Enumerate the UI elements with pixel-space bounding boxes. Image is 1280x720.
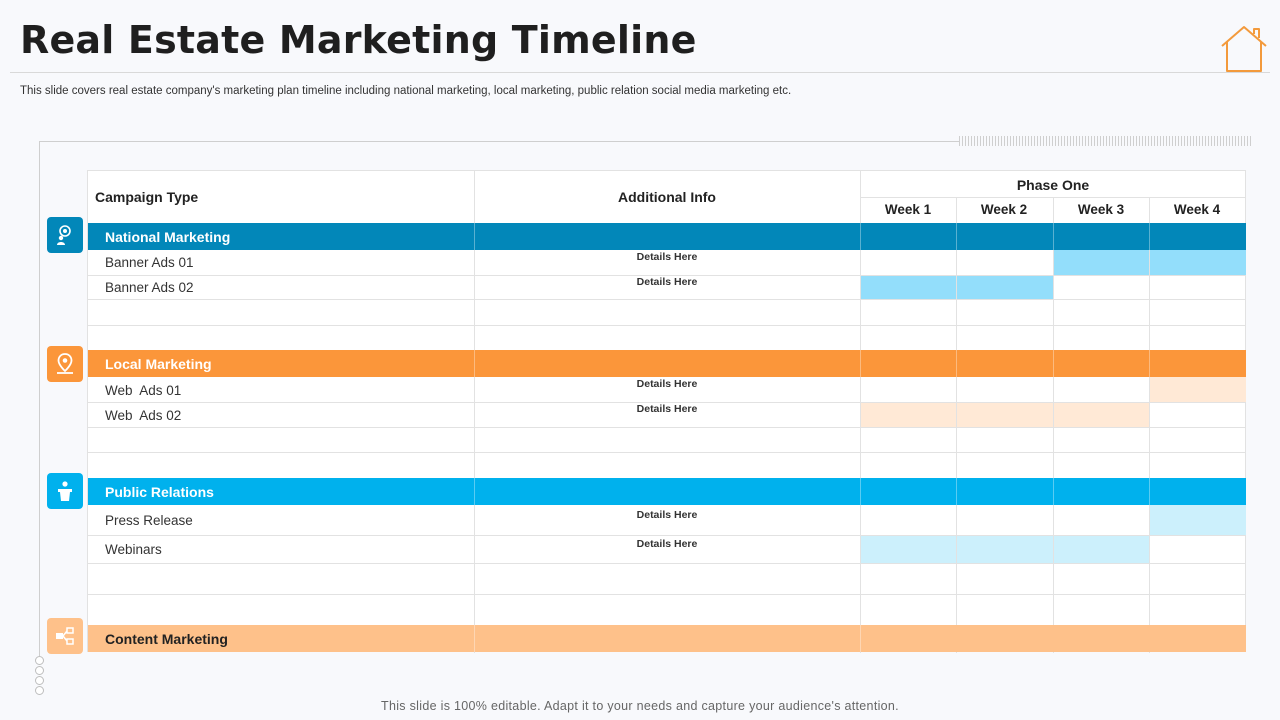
row-line <box>88 594 1246 595</box>
gantt-fill-week-2 <box>957 402 1053 427</box>
band-divider <box>474 478 475 505</box>
row-line <box>88 402 1246 403</box>
column-line <box>1149 197 1150 653</box>
row-line <box>88 452 1246 453</box>
slide-description: This slide covers real estate company's … <box>20 85 792 97</box>
national-marketing-icon-box <box>47 217 83 253</box>
details-text: Details Here <box>636 538 698 550</box>
column-line <box>474 171 475 653</box>
column-line <box>860 171 861 653</box>
campaign-item: Banner Ads 01 <box>105 255 194 270</box>
header-phase: Phase One <box>1016 177 1090 193</box>
hatch-decoration <box>959 136 1252 146</box>
band-divider <box>474 223 475 250</box>
map-pin-icon <box>57 353 73 374</box>
band-divider <box>1053 350 1054 377</box>
section-label: Local Marketing <box>105 356 212 372</box>
row-line <box>88 275 1246 276</box>
band-divider <box>860 223 861 250</box>
frame-dot <box>35 686 44 695</box>
campaign-item: Press Release <box>105 513 193 528</box>
gantt-fill-week-2 <box>957 535 1053 563</box>
row-line <box>88 427 1246 428</box>
band-divider <box>860 478 861 505</box>
content-marketing-icon-box <box>47 618 83 654</box>
band-divider <box>1149 223 1150 250</box>
band-divider <box>1149 478 1150 505</box>
section-band-national: National Marketing <box>88 223 1246 250</box>
header-week-3: Week 3 <box>1077 202 1125 217</box>
band-divider <box>1149 350 1150 377</box>
row-line <box>88 535 1246 536</box>
gantt-fill-week-4 <box>1150 250 1246 275</box>
speaker-podium-icon <box>58 481 72 501</box>
title-divider <box>10 72 1270 73</box>
header-campaign-type: Campaign Type <box>95 189 199 205</box>
campaign-item: Web Ads 01 <box>105 383 182 398</box>
header-week-4: Week 4 <box>1173 202 1221 217</box>
gantt-fill-week-3 <box>1054 250 1149 275</box>
details-text: Details Here <box>636 251 698 263</box>
header-week-1: Week 1 <box>884 202 932 217</box>
target-person-icon <box>57 225 71 245</box>
footer-note: This slide is 100% editable. Adapt it to… <box>381 699 899 713</box>
local-marketing-icon-box <box>47 346 83 382</box>
section-label: Public Relations <box>105 484 214 500</box>
frame-line-top <box>39 141 959 142</box>
section-band-content: Content Marketing <box>88 625 1246 652</box>
header-week-2: Week 2 <box>980 202 1028 217</box>
details-text: Details Here <box>636 378 698 390</box>
band-divider <box>1053 478 1054 505</box>
section-band-public-relations: Public Relations <box>88 478 1246 505</box>
page-title: Real Estate Marketing Timeline <box>20 18 697 62</box>
section-label: Content Marketing <box>105 631 228 647</box>
band-divider <box>956 478 957 505</box>
campaign-item: Webinars <box>105 542 162 557</box>
gantt-fill-week-1 <box>861 402 956 427</box>
details-text: Details Here <box>636 509 698 521</box>
band-divider <box>860 350 861 377</box>
frame-dot <box>35 656 44 665</box>
row-line <box>88 563 1246 564</box>
band-divider <box>474 350 475 377</box>
gantt-fill-week-1 <box>861 275 956 299</box>
campaign-item: Banner Ads 02 <box>105 280 194 295</box>
section-band-local: Local Marketing <box>88 350 1246 377</box>
band-divider <box>1053 223 1054 250</box>
frame-dot <box>35 676 44 685</box>
frame-line-left <box>39 141 40 656</box>
column-line <box>1053 197 1054 653</box>
band-divider <box>956 223 957 250</box>
gantt-fill-week-4 <box>1150 504 1246 535</box>
details-text: Details Here <box>636 276 698 288</box>
header-additional-info: Additional Info <box>618 189 716 205</box>
frame-dot <box>35 666 44 675</box>
timeline-table: Campaign Type Additional Info Phase One … <box>87 170 1246 653</box>
gantt-fill-week-3 <box>1054 535 1149 563</box>
gantt-fill-week-3 <box>1054 402 1149 427</box>
column-line <box>956 197 957 653</box>
row-line <box>88 325 1246 326</box>
content-share-icon <box>56 627 74 645</box>
gantt-fill-week-2 <box>957 275 1053 299</box>
row-line <box>88 299 1246 300</box>
band-divider <box>474 625 475 652</box>
section-label: National Marketing <box>105 229 231 245</box>
band-divider <box>956 350 957 377</box>
gantt-fill-week-1 <box>861 535 956 563</box>
details-text: Details Here <box>636 403 698 415</box>
gantt-fill-week-4 <box>1150 377 1246 402</box>
band-divider <box>860 625 861 652</box>
campaign-item: Web Ads 02 <box>105 408 182 423</box>
public-relations-icon-box <box>47 473 83 509</box>
house-icon <box>1221 26 1267 72</box>
